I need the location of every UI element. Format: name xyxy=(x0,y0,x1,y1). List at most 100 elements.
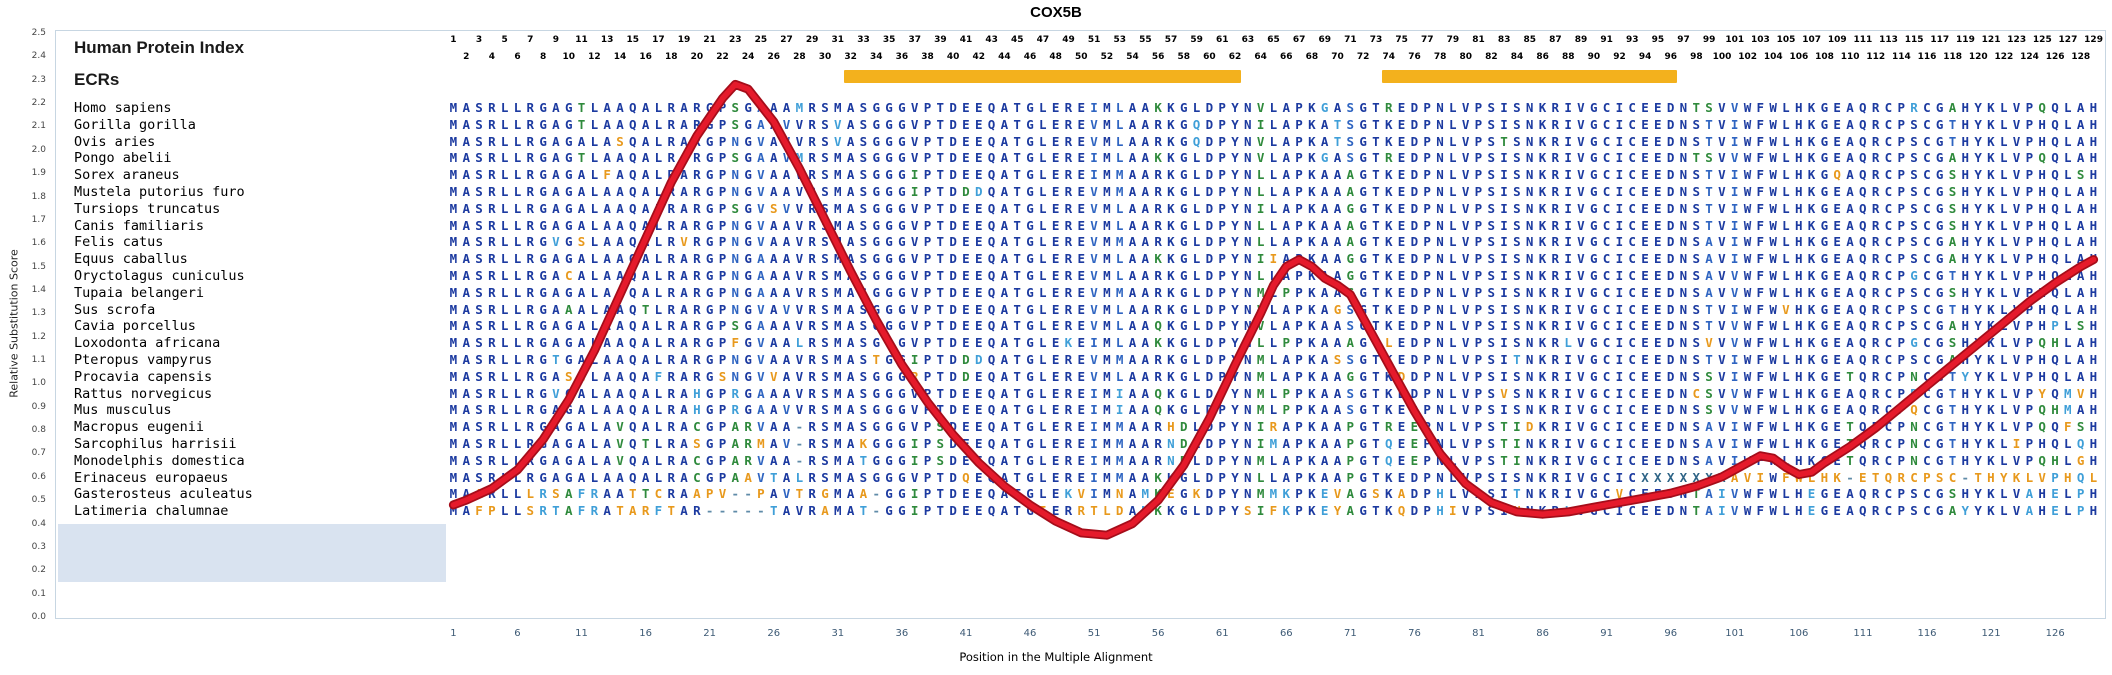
residue-cell: Y xyxy=(1974,116,1982,132)
residue-cell: S xyxy=(1244,503,1252,519)
residue-cell: A xyxy=(782,268,791,283)
residue-cell: L xyxy=(1039,469,1047,485)
residue-cell: A xyxy=(1000,284,1009,300)
residue-cell: K xyxy=(1987,503,1995,519)
residue-cell: E xyxy=(1654,503,1662,519)
residue-cell: M xyxy=(449,368,458,384)
residue-cell: E xyxy=(1654,385,1662,401)
residue-cell: K xyxy=(1987,251,1995,267)
residue-cell: D xyxy=(1410,385,1419,401)
residue-cell: A xyxy=(731,436,740,451)
residue-cell: G xyxy=(705,452,714,468)
residue-cell: W xyxy=(1743,318,1752,334)
residue-cell: L xyxy=(654,318,663,334)
residue-cell: P xyxy=(2025,100,2034,115)
residue-cell: V xyxy=(782,402,791,418)
residue-cell: R xyxy=(693,251,701,267)
x-tick-label: 66 xyxy=(1279,628,1293,639)
residue-cell: A xyxy=(1333,284,1342,300)
residue-cell: G xyxy=(885,486,893,502)
residue-cell: A xyxy=(680,100,688,115)
residue-cell: R xyxy=(667,368,675,384)
residue-cell: R xyxy=(488,100,496,115)
residue-cell: A xyxy=(680,301,688,317)
residue-cell: N xyxy=(1679,486,1688,502)
residue-cell: A xyxy=(641,385,650,401)
residue-cell: A xyxy=(1282,200,1290,216)
residue-cell: R xyxy=(1064,268,1073,283)
residue-cell: L xyxy=(1782,335,1790,351)
residue-cell: Q xyxy=(629,436,637,451)
residue-cell: V xyxy=(1718,301,1726,317)
residue-cell: K xyxy=(1167,352,1175,367)
residue-cell: I xyxy=(1730,419,1739,435)
residue-cell: M xyxy=(449,352,458,367)
residue-cell: T xyxy=(936,368,945,384)
residue-cell: A xyxy=(641,150,650,166)
residue-cell: P xyxy=(1295,318,1303,334)
residue-cell: G xyxy=(1026,251,1034,267)
residue-cell: R xyxy=(1551,469,1560,485)
residue-cell: E xyxy=(1654,251,1662,267)
residue-cell: R xyxy=(667,469,675,485)
residue-cell: L xyxy=(654,402,663,418)
residue-cell: A xyxy=(603,234,611,250)
residue-cell: A xyxy=(1000,133,1009,149)
residue-cell: D xyxy=(1205,318,1214,334)
residue-cell: I xyxy=(1564,234,1572,250)
residue-cell: S xyxy=(1692,251,1700,267)
residue-cell: I xyxy=(1090,150,1098,166)
residue-cell: S xyxy=(1692,318,1700,334)
residue-cell: A xyxy=(1141,200,1150,216)
residue-cell: G xyxy=(1935,184,1944,199)
residue-cell: G xyxy=(1820,318,1829,334)
residue-cell: V xyxy=(1718,352,1726,367)
residue-cell: H xyxy=(2089,150,2098,166)
residue-cell: K xyxy=(1308,318,1316,334)
residue-cell: W xyxy=(1743,116,1752,132)
residue-cell: W xyxy=(1743,486,1752,502)
residue-cell: T xyxy=(1513,352,1521,367)
residue-cell: L xyxy=(1115,318,1124,334)
residue-cell: V xyxy=(1718,284,1726,300)
residue-cell: A xyxy=(769,100,778,115)
position-number: 35 xyxy=(882,35,896,45)
residue-cell: R xyxy=(1871,150,1880,166)
residue-cell: R xyxy=(667,352,675,367)
residue-cell: W xyxy=(1769,402,1777,418)
residue-cell: A xyxy=(603,469,611,485)
residue-cell: Q xyxy=(629,469,637,485)
residue-cell: Y xyxy=(1974,184,1982,199)
residue-cell: K xyxy=(1308,352,1316,367)
residue-cell: G xyxy=(539,419,547,435)
residue-cell: S xyxy=(1487,419,1495,435)
residue-cell: F xyxy=(475,503,483,519)
residue-cell: T xyxy=(1013,368,1021,384)
residue-cell: R xyxy=(1551,116,1560,132)
residue-cell: K xyxy=(1807,133,1816,149)
residue-cell: Y xyxy=(1231,419,1239,435)
residue-cell: R xyxy=(1077,503,1085,519)
residue-cell: S xyxy=(1487,217,1495,233)
residue-cell: E xyxy=(1077,368,1085,384)
residue-cell: K xyxy=(1192,486,1201,502)
residue-cell: V xyxy=(757,167,765,183)
residue-cell: G xyxy=(539,268,547,283)
residue-cell: G xyxy=(885,217,893,233)
position-number: 18 xyxy=(664,52,678,62)
residue-cell: V xyxy=(1461,486,1470,502)
residue-cell: E xyxy=(1410,419,1419,435)
residue-cell: A xyxy=(782,318,791,334)
residue-cell: P xyxy=(2025,167,2034,183)
residue-cell: A xyxy=(462,234,470,250)
residue-cell: E xyxy=(1833,335,1841,351)
residue-cell: T xyxy=(769,469,778,485)
residue-cell: I xyxy=(1513,452,1521,468)
residue-cell: K xyxy=(1384,301,1393,317)
residue-cell: R xyxy=(910,368,919,384)
residue-cell: L xyxy=(590,268,599,283)
residue-cell: G xyxy=(564,402,573,418)
